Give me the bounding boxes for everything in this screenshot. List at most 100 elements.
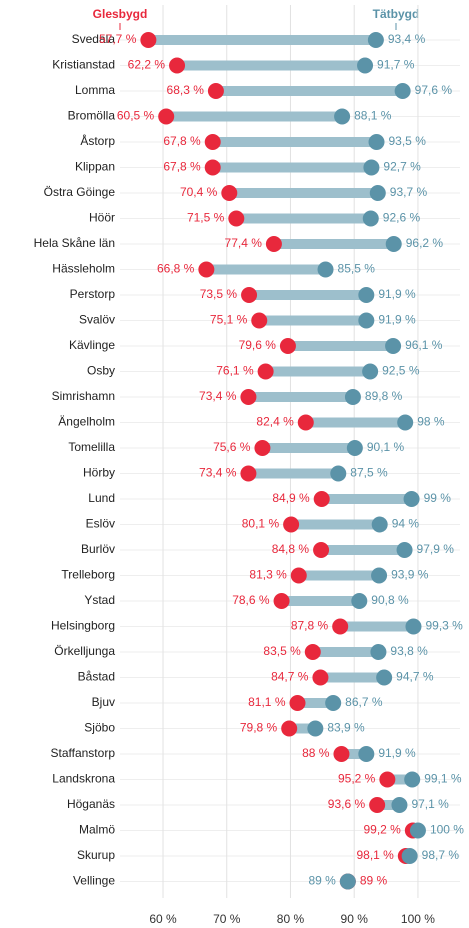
dot <box>228 210 245 227</box>
category-label: Örkelljunga <box>54 644 115 658</box>
value-label: 88,1 % <box>354 109 392 123</box>
dot <box>357 57 374 74</box>
value-label: 86,7 % <box>345 695 383 709</box>
category-label: Ängelholm <box>58 415 115 429</box>
dot <box>346 440 363 456</box>
value-label: 79,6 % <box>239 338 277 352</box>
value-label: 93,6 % <box>328 797 366 811</box>
dot <box>304 644 321 660</box>
category-label: Höganäs <box>67 797 115 811</box>
dot <box>207 83 224 99</box>
dot <box>405 618 422 635</box>
dot <box>403 491 420 507</box>
value-label: 87,5 % <box>350 466 388 480</box>
value-label: 85,5 % <box>338 262 376 276</box>
dot <box>396 542 413 558</box>
dot <box>362 210 379 227</box>
dot <box>334 108 351 125</box>
value-label: 84,9 % <box>272 491 310 505</box>
value-label: 92,6 % <box>383 211 421 225</box>
value-label: 96,2 % <box>406 236 444 250</box>
series-label: Tätbygd <box>373 7 420 21</box>
category-label: Staffanstorp <box>51 746 116 760</box>
value-label: 90,8 % <box>371 593 409 607</box>
x-tick-label: 90 % <box>341 912 369 926</box>
value-label: 68,3 % <box>167 83 205 97</box>
category-label: Höör <box>89 211 115 225</box>
dot <box>297 414 314 431</box>
value-label: 83,9 % <box>327 721 365 735</box>
dot <box>240 465 257 482</box>
dot <box>313 491 330 507</box>
value-label: 71,5 % <box>187 211 225 225</box>
category-label: Hässleholm <box>52 262 115 276</box>
category-label: Eslöv <box>86 517 115 531</box>
dot <box>158 108 175 125</box>
value-label: 92,7 % <box>383 160 421 174</box>
dot <box>376 669 393 686</box>
category-label: Hela Skåne län <box>34 236 115 250</box>
x-tick-label: 80 % <box>277 912 305 926</box>
value-label: 89 % <box>308 874 336 888</box>
value-label: 88 % <box>302 746 330 760</box>
value-label: 99,2 % <box>363 823 401 837</box>
value-label: 66,8 % <box>157 262 195 276</box>
dot <box>369 185 386 201</box>
x-tick-label: 100 % <box>401 912 435 926</box>
value-label: 92,5 % <box>382 364 420 378</box>
category-label: Lomma <box>75 83 115 97</box>
value-label: 97,9 % <box>417 542 455 556</box>
category-label: Landskrona <box>52 772 115 786</box>
category-label: Burlöv <box>81 542 115 556</box>
value-label: 90,1 % <box>367 440 405 454</box>
category-label: Vellinge <box>73 874 115 888</box>
category-label: Sjöbo <box>84 721 115 735</box>
dot <box>397 414 414 431</box>
category-label: Perstorp <box>70 287 116 301</box>
value-label: 84,7 % <box>271 670 309 684</box>
dot <box>409 822 426 839</box>
value-label: 73,4 % <box>199 389 237 403</box>
dot <box>368 134 385 150</box>
x-tick-label: 60 % <box>149 912 177 926</box>
dot <box>204 134 221 150</box>
dot <box>198 261 215 278</box>
dot <box>369 797 386 813</box>
dot <box>367 32 384 48</box>
value-label: 57,7 % <box>99 32 137 46</box>
dot <box>273 593 290 609</box>
value-label: 62,2 % <box>128 58 166 72</box>
category-label: Båstad <box>78 670 115 684</box>
dot <box>332 618 349 635</box>
dot <box>344 389 361 405</box>
value-label: 93,9 % <box>391 568 429 582</box>
dot <box>313 542 330 558</box>
value-label: 98 % <box>417 415 445 429</box>
dot <box>385 236 402 252</box>
value-label: 87,8 % <box>291 619 329 633</box>
value-label: 75,1 % <box>210 313 248 327</box>
dot <box>289 695 306 711</box>
dot <box>312 669 329 686</box>
value-label: 67,8 % <box>163 160 201 174</box>
category-label: Svedala <box>72 32 116 46</box>
dot <box>169 57 186 74</box>
category-label: Bromölla <box>68 109 116 123</box>
value-label: 96,1 % <box>405 338 443 352</box>
value-label: 83,5 % <box>263 644 301 658</box>
dot <box>385 338 402 354</box>
value-label: 84,8 % <box>272 542 310 556</box>
category-label: Trelleborg <box>61 568 115 582</box>
category-label: Skurup <box>77 848 115 862</box>
dot <box>404 771 421 788</box>
value-label: 70,4 % <box>180 185 218 199</box>
value-label: 91,9 % <box>378 287 416 301</box>
value-label: 77,4 % <box>225 236 263 250</box>
value-label: 100 % <box>430 823 464 837</box>
category-label: Kävlinge <box>69 338 115 352</box>
category-label: Klippan <box>75 160 115 174</box>
value-label: 94 % <box>392 517 420 531</box>
value-label: 97,6 % <box>415 83 453 97</box>
value-label: 93,7 % <box>390 185 428 199</box>
value-label: 93,8 % <box>390 644 428 658</box>
